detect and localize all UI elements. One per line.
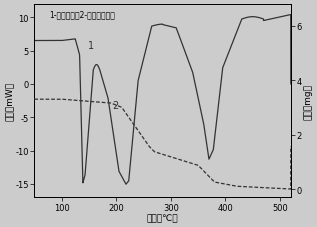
Y-axis label: 质量（mg）: 质量（mg） <box>303 83 312 119</box>
Text: 1-热重分析；2-差式扫描量法: 1-热重分析；2-差式扫描量法 <box>50 11 116 20</box>
X-axis label: 温度（℃）: 温度（℃） <box>147 213 178 222</box>
Y-axis label: 功率（mW）: 功率（mW） <box>5 81 14 121</box>
Text: 2: 2 <box>112 101 119 111</box>
Text: 1: 1 <box>88 41 94 51</box>
